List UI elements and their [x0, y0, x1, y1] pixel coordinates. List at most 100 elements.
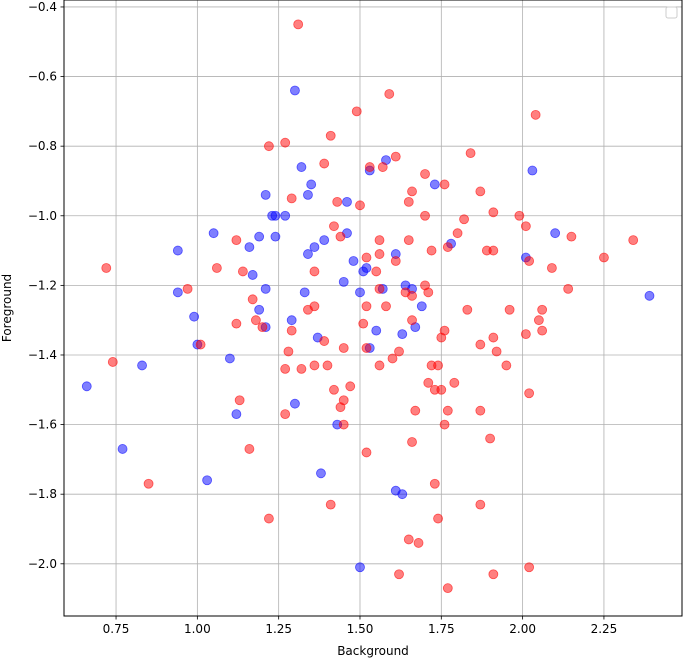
- scatter-point: [524, 256, 535, 266]
- x-tick-label: 1.25: [265, 622, 292, 636]
- y-axis-label: Foreground: [0, 274, 14, 342]
- scatter-point: [374, 249, 385, 259]
- scatter-point: [107, 357, 118, 367]
- scatter-point: [384, 89, 395, 99]
- scatter-point: [231, 409, 242, 420]
- scatter-point: [303, 249, 313, 259]
- x-tick-label: 1.00: [184, 622, 211, 636]
- scatter-point: [296, 162, 307, 172]
- data-points: [81, 19, 655, 594]
- scatter-point: [442, 405, 453, 416]
- scatter-point: [566, 231, 577, 242]
- scatter-point: [316, 468, 326, 479]
- y-tick-label: −0.6: [28, 70, 57, 84]
- scatter-point: [439, 179, 450, 190]
- scatter-point: [270, 210, 281, 221]
- scatter-point: [546, 263, 557, 273]
- scatter-point: [143, 478, 154, 489]
- series-0: [81, 85, 655, 573]
- scatter-point: [433, 360, 443, 371]
- scatter-point: [563, 283, 574, 294]
- scatter-point: [599, 252, 609, 263]
- scatter-point: [442, 242, 453, 252]
- plot-area-frame: [63, 0, 683, 617]
- scatter-point: [355, 562, 365, 573]
- scatter-point: [475, 499, 486, 510]
- scatter-point: [524, 388, 535, 399]
- scatter-point: [81, 381, 92, 392]
- x-axis-label: Background: [337, 644, 409, 658]
- scatter-point: [309, 242, 320, 252]
- scatter-point: [371, 266, 382, 277]
- scatter-point: [189, 311, 200, 322]
- scatter-point: [325, 499, 336, 510]
- x-tick-label: 2.00: [509, 622, 536, 636]
- scatter-point: [254, 231, 265, 242]
- scatter-point: [491, 346, 502, 357]
- scatter-point: [364, 162, 375, 172]
- scatter-point: [335, 231, 346, 242]
- scatter-point: [182, 283, 193, 294]
- scatter-point: [280, 137, 291, 148]
- y-tick-label: −1.8: [28, 487, 57, 501]
- scatter-point: [283, 346, 294, 357]
- scatter-point: [195, 339, 206, 350]
- scatter-point: [361, 263, 372, 273]
- scatter-point: [416, 301, 427, 312]
- scatter-point: [390, 256, 401, 266]
- scatter-point: [533, 315, 544, 326]
- scatter-point: [514, 210, 525, 221]
- scatter-point: [423, 287, 434, 298]
- scatter-point: [257, 322, 268, 333]
- scatter-point: [390, 151, 401, 162]
- scatter-point: [644, 290, 655, 301]
- scatter-point: [338, 395, 349, 406]
- scatter-point: [172, 245, 183, 256]
- scatter-point: [429, 478, 440, 489]
- scatter-point: [260, 283, 271, 294]
- y-tick-label: −1.4: [28, 348, 57, 362]
- scatter-point: [244, 242, 255, 252]
- scatter-point: [306, 179, 317, 190]
- scatter-point: [397, 489, 408, 500]
- x-axis-ticks: 0.75 1.00 1.25 1.50 1.75 2.00 2.25: [103, 616, 618, 636]
- scatter-point: [488, 245, 499, 256]
- scatter-point: [319, 336, 330, 346]
- scatter-point: [101, 263, 112, 273]
- scatter-point: [137, 360, 147, 371]
- scatter-point: [403, 235, 414, 246]
- scatter-point: [420, 169, 430, 179]
- scatter-point: [264, 141, 274, 152]
- scatter-point: [436, 384, 447, 395]
- x-tick-label: 2.25: [591, 622, 618, 636]
- scatter-point: [485, 433, 495, 444]
- scatter-point: [407, 186, 417, 197]
- scatter-point: [224, 353, 235, 364]
- scatter-point: [303, 189, 313, 200]
- scatter-point: [325, 130, 336, 141]
- scatter-point: [290, 85, 300, 96]
- scatter-point: [231, 235, 242, 246]
- scatter-point: [465, 148, 476, 159]
- scatter-point: [530, 109, 541, 120]
- scatter-point: [374, 360, 385, 371]
- scatter-point: [293, 19, 304, 30]
- scatter-point: [286, 193, 297, 204]
- scatter-point: [260, 189, 271, 200]
- scatter-point: [355, 287, 365, 298]
- scatter-point: [358, 318, 369, 329]
- scatter-point: [488, 332, 499, 343]
- y-tick-label: −1.0: [28, 209, 57, 223]
- scatter-point: [231, 318, 242, 329]
- scatter-point: [280, 409, 291, 420]
- scatter-point: [348, 256, 359, 266]
- scatter-point: [475, 405, 486, 416]
- scatter-point: [338, 343, 349, 353]
- scatter-point: [413, 538, 424, 548]
- scatter-point: [322, 360, 333, 371]
- y-tick-label: −0.8: [28, 139, 57, 153]
- scatter-point: [550, 228, 561, 239]
- scatter-point: [371, 325, 382, 336]
- scatter-point: [244, 444, 255, 454]
